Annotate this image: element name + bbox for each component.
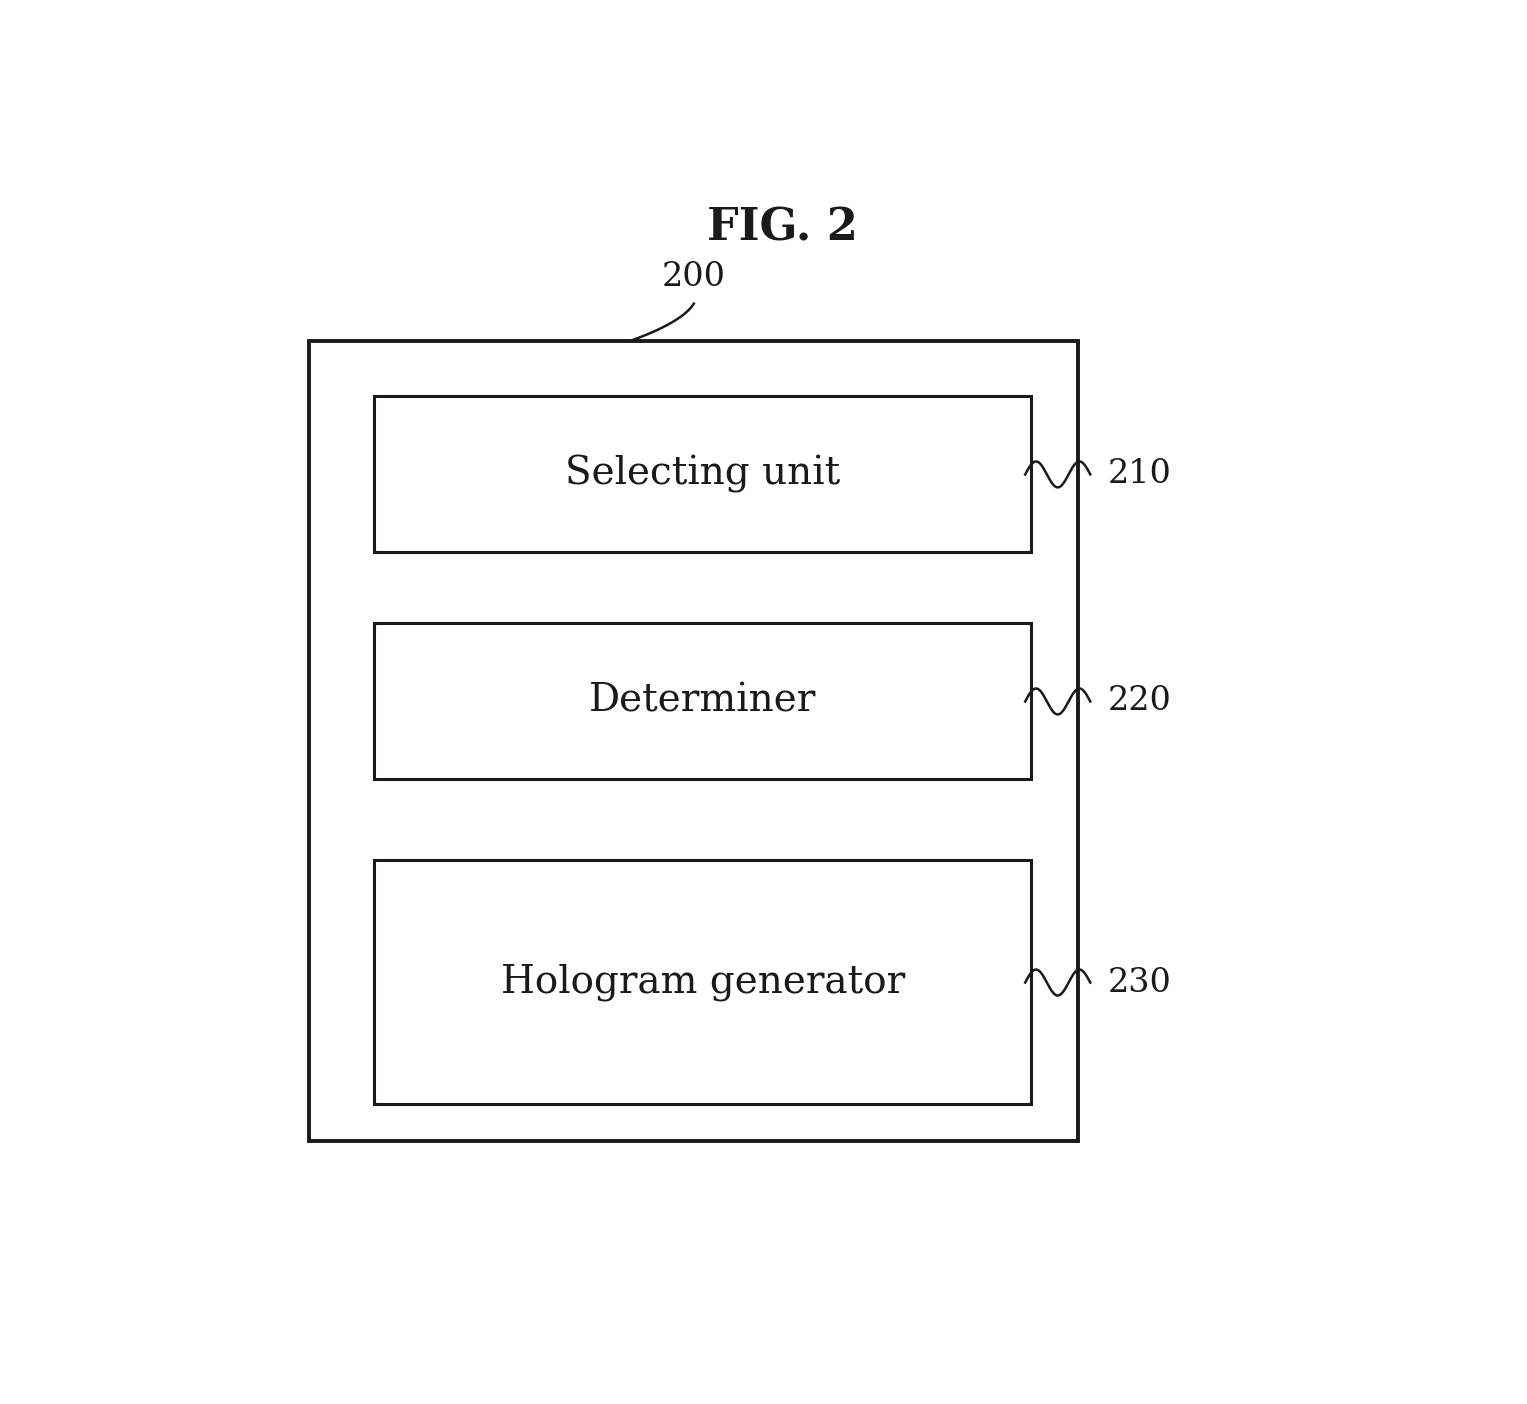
Text: Determiner: Determiner xyxy=(589,682,817,719)
Bar xyxy=(374,396,1031,552)
Text: Selecting unit: Selecting unit xyxy=(565,455,840,493)
Text: 230: 230 xyxy=(1109,966,1171,998)
Text: 210: 210 xyxy=(1109,459,1171,490)
Text: Hologram generator: Hologram generator xyxy=(501,963,906,1001)
Bar xyxy=(374,622,1031,779)
Text: FIG. 2: FIG. 2 xyxy=(707,206,858,250)
Bar xyxy=(308,341,1078,1141)
Text: 220: 220 xyxy=(1109,685,1171,717)
Bar xyxy=(374,861,1031,1104)
Text: 200: 200 xyxy=(661,261,725,293)
